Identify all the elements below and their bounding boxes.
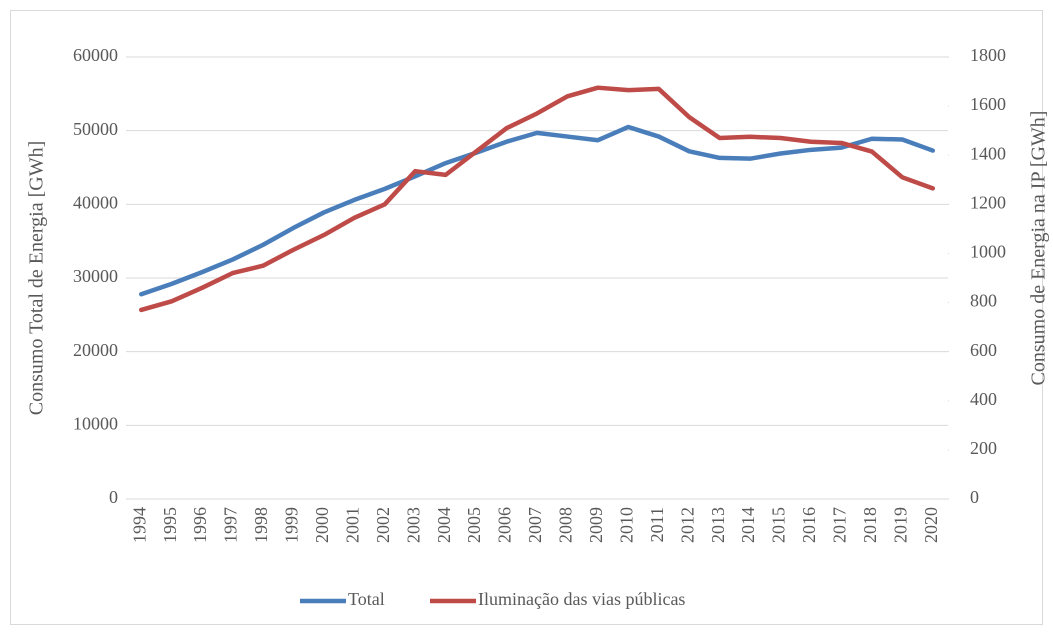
series-line bbox=[138, 85, 936, 313]
x-tick-label: 2010 bbox=[616, 507, 636, 543]
y2-tick-label: 1800 bbox=[970, 45, 1006, 65]
y2-tick-label: 200 bbox=[970, 438, 997, 458]
y-tick-label: 20000 bbox=[73, 340, 118, 360]
x-tick-label: 2020 bbox=[921, 507, 941, 543]
legend-label: Iluminação das vias públicas bbox=[478, 589, 685, 609]
x-tick-label: 1995 bbox=[160, 507, 180, 543]
x-tick-label: 2016 bbox=[799, 507, 819, 543]
chart-frame bbox=[10, 10, 1043, 625]
x-tick-label: 2018 bbox=[860, 507, 880, 543]
x-tick-label: 2008 bbox=[556, 507, 576, 543]
y2-tick-label: 400 bbox=[970, 389, 997, 409]
x-tick-label: 2019 bbox=[890, 507, 910, 543]
x-tick-label: 2000 bbox=[312, 507, 332, 543]
x-tick-label: 2004 bbox=[434, 507, 454, 543]
y2-tick-label: 1400 bbox=[970, 143, 1006, 163]
y-tick-label: 10000 bbox=[73, 413, 118, 433]
x-tick-label: 2013 bbox=[708, 507, 728, 543]
x-tick-label: 2001 bbox=[342, 507, 362, 543]
x-tick-label: 2003 bbox=[403, 507, 423, 543]
y2-tick-label: 1200 bbox=[970, 192, 1006, 212]
x-tick-label: 1999 bbox=[282, 507, 302, 543]
x-tick-label: 2011 bbox=[647, 507, 667, 542]
x-tick-label: 2015 bbox=[769, 507, 789, 543]
x-tick-label: 2005 bbox=[464, 507, 484, 543]
y2-tick-label: 1600 bbox=[970, 94, 1006, 114]
series-line bbox=[138, 124, 936, 297]
y-tick-label: 50000 bbox=[73, 119, 118, 139]
x-tick-label: 2006 bbox=[495, 507, 515, 543]
x-tick-label: 1998 bbox=[251, 507, 271, 543]
y-tick-label: 40000 bbox=[73, 192, 118, 212]
y2-axis-label: Consumo de Energia na IP [GWh] bbox=[1028, 111, 1050, 386]
y-tick-label: 60000 bbox=[73, 45, 118, 65]
y2-tick-label: 1000 bbox=[970, 242, 1006, 262]
x-tick-label: 1996 bbox=[190, 507, 210, 543]
x-tick-label: 1997 bbox=[221, 507, 241, 543]
x-tick-label: 2009 bbox=[586, 507, 606, 543]
x-tick-label: 2007 bbox=[525, 507, 545, 543]
y-tick-label: 30000 bbox=[73, 266, 118, 286]
x-tick-label: 2014 bbox=[738, 507, 758, 543]
y-axis-label: Consumo Total de Energia [GWh] bbox=[26, 141, 48, 415]
y-tick-label: 0 bbox=[109, 487, 118, 507]
y2-tick-label: 600 bbox=[970, 340, 997, 360]
y2-tick-label: 0 bbox=[970, 487, 979, 507]
y2-tick-label: 800 bbox=[970, 291, 997, 311]
x-tick-label: 2017 bbox=[830, 507, 850, 543]
x-tick-label: 2002 bbox=[373, 507, 393, 543]
x-tick-label: 1994 bbox=[129, 507, 149, 543]
legend-label: Total bbox=[348, 589, 385, 609]
x-tick-label: 2012 bbox=[677, 507, 697, 543]
